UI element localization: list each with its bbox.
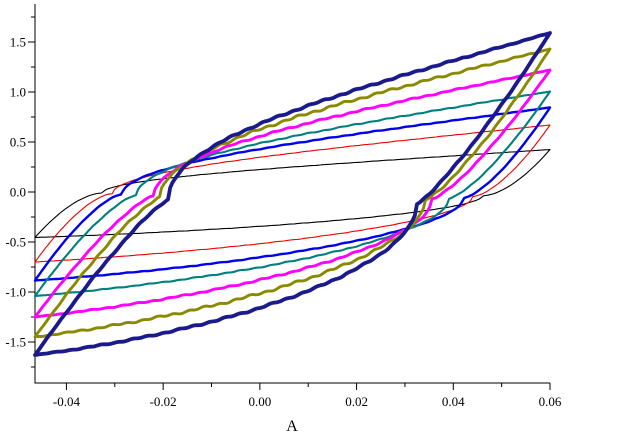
x-tick-label: 0.02 [345,394,368,409]
series-navy-loop [33,31,552,357]
x-tick-label: 0.06 [539,394,562,409]
y-tick-label: -1.5 [5,335,26,350]
y-tick-label: -0.5 [5,235,26,250]
y-tick-label: 0.0 [10,185,26,200]
x-tick-label: 0.04 [442,394,465,409]
y-tick-label: 1.0 [10,85,26,100]
x-tick-label: -0.02 [150,394,177,409]
y-tick-label: 1.5 [10,35,26,50]
x-tick-label: -0.04 [53,394,81,409]
series-magenta-loop [33,68,552,319]
axes-layer: 1.5 1.0 0.5 0.0 -0.5 -1.0 -1.5 -0.04 -0.02 0.00 0.… [5,4,562,409]
series-blue-loop [33,106,552,282]
series-layer [33,31,552,357]
y-tick-label: 0.5 [10,135,26,150]
y-tick-label: -1.0 [5,285,26,300]
x-tick-label: 0.00 [248,394,271,409]
series-black-loop [34,148,551,239]
series-teal-loop [33,90,552,298]
series-red-loop [34,124,551,263]
x-axis-title: A [286,418,298,435]
